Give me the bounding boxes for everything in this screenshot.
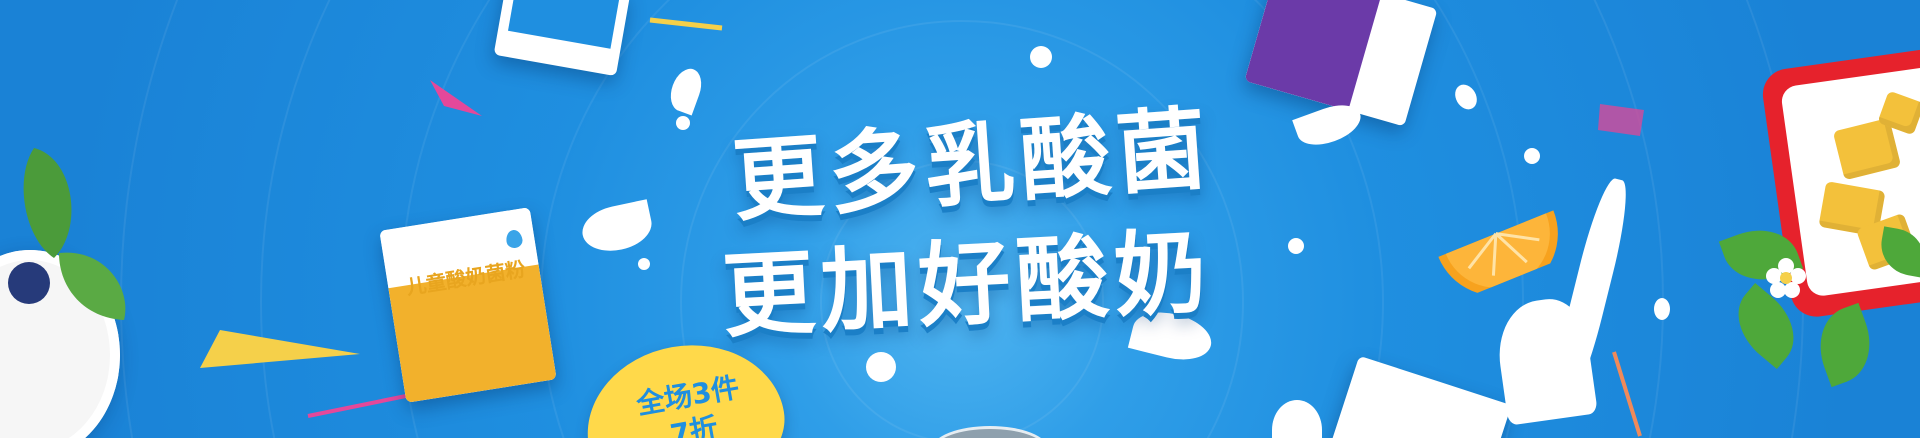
packet-body	[508, 0, 621, 49]
blueberry	[8, 262, 50, 304]
milk-drop	[638, 258, 650, 270]
mint-leaf-icon	[23, 148, 126, 320]
flower-icon	[1766, 258, 1806, 298]
milk-drop	[1524, 148, 1540, 164]
confetti-yellow-stroke	[649, 17, 723, 31]
milk-drop	[1030, 46, 1052, 68]
confetti-pink-triangle	[430, 80, 482, 116]
milk-drop	[676, 116, 690, 130]
milk-drop	[1288, 238, 1304, 254]
milk-drop	[866, 352, 896, 382]
milk-drop	[1654, 298, 1670, 320]
yellow-product-packet[interactable]: 儿童酸奶菌粉	[379, 207, 557, 403]
confetti-yellow-triangle	[200, 330, 360, 368]
headline-line-2: 更加好酸奶	[719, 218, 1215, 351]
confetti-pink-square	[1598, 104, 1644, 136]
confetti-orange-stroke	[1612, 351, 1642, 437]
confetti-pink-stroke	[307, 394, 407, 418]
